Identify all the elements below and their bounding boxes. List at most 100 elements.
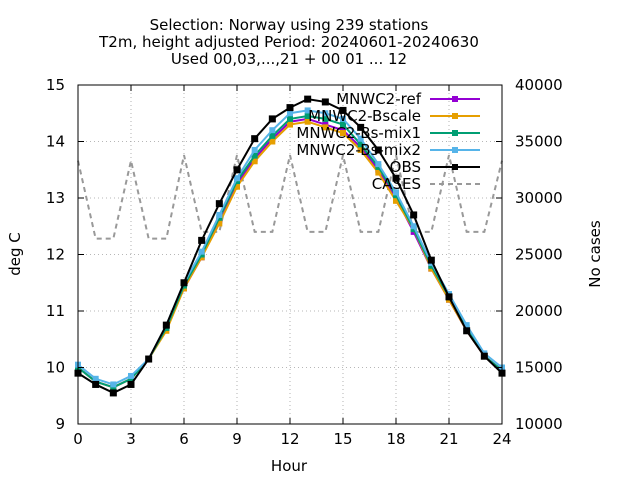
legend-entry: OBS [390,158,480,176]
data-point [357,135,364,142]
cases-line [77,154,503,240]
data-point [216,211,223,218]
legend-marker [452,130,458,136]
series-line [77,98,503,395]
data-point [234,183,240,190]
y2-tick-label: 40000 [515,76,563,94]
data-point [127,380,135,388]
y2-tick-label: 20000 [515,302,563,320]
chart-title-line-1: Selection: Norway using 239 stations [150,16,429,34]
x-tick-label: 21 [439,430,458,448]
data-point [410,223,417,230]
data-point [109,389,117,397]
x-tick-label: 15 [333,430,352,448]
data-point [92,375,99,382]
data-point [287,121,293,128]
data-point [322,115,329,122]
x-axis-label: Hour [271,457,308,475]
y-tick-label: 14 [46,133,65,151]
chart-title: Selection: Norway using 239 stations T2m… [98,16,479,68]
x-tick-label: 18 [386,430,405,448]
grid-lines [78,85,502,424]
y-tick-label: 9 [55,415,65,433]
data-point [393,189,399,196]
data-point [269,132,276,139]
data-point [463,327,471,335]
y2-tick-label: 30000 [515,189,563,207]
data-point [128,372,134,379]
x-tick-label: 9 [232,430,242,448]
data-point [427,256,435,264]
data-point [375,161,382,168]
data-point [251,158,258,165]
y2-tick-label: 15000 [515,359,563,377]
data-point [340,115,346,122]
axis-ticks: 0 3 6 9 12 15 18 21 24 9 10 11 12 13 14 15 10000 15000 200… [46,76,563,448]
chart-title-line-3: Used 00,03,...,21 + 00 01 ... 12 [171,50,407,68]
legend-label: MNWC2-Bs-mix2 [296,141,421,159]
chart-title-line-2: T2m, height adjusted Period: 20240601-20… [98,33,479,51]
data-series [74,95,506,397]
data-point [304,118,311,125]
data-point [215,200,223,208]
legend-entry: MNWC2-Bs-mix2 [296,141,480,159]
legend-marker [452,147,458,153]
x-tick-label: 12 [280,430,299,448]
data-point [392,174,400,182]
legend-entry: MNWC2-ref [336,90,480,108]
y2-tick-label: 25000 [515,246,563,264]
y-tick-label: 13 [46,189,65,207]
data-point [339,106,347,114]
data-point [287,115,293,122]
legend-label: MNWC2-ref [336,90,421,108]
data-point [198,248,205,255]
series-obs [74,95,506,397]
data-point [463,322,470,329]
y-tick-label: 12 [46,246,65,264]
legend-label: MNWC2-Bs-mix1 [296,124,421,142]
legend-marker [452,164,458,170]
legend-entry: CASES [372,175,480,193]
data-point [162,321,170,329]
y2-tick-label: 10000 [515,415,563,433]
data-point [251,152,258,159]
data-point [445,293,453,301]
legend-entry: MNWC2-Bscale [308,107,480,125]
y-tick-label: 15 [46,76,65,94]
data-point [269,138,276,145]
data-point [410,211,418,219]
data-point [340,121,346,128]
x-tick-label: 3 [126,430,136,448]
data-point [180,279,188,287]
data-point [269,127,276,134]
data-point [357,141,364,148]
data-point [251,135,259,143]
data-point [393,197,399,204]
data-point [357,146,364,153]
y-axis-label: deg C [6,232,24,276]
data-point [110,381,117,388]
data-point [234,175,240,182]
y2-axis-label: No cases [586,220,604,288]
data-point [198,236,206,244]
x-tick-label: 6 [179,430,189,448]
legend-marker [452,96,458,102]
y2-tick-label: 35000 [515,133,563,151]
data-point [480,352,488,360]
data-point [322,124,329,131]
data-point [145,355,153,363]
series-mnwc2-bs-mix1 [75,113,505,391]
legend-label: MNWC2-Bscale [308,107,421,125]
data-point [233,166,241,174]
legend-label: CASES [372,175,421,193]
data-point [322,110,329,117]
cases-series [77,154,503,240]
series-line [77,109,503,386]
data-point [357,123,365,131]
legend-marker [452,113,458,119]
y-tick-label: 10 [46,359,65,377]
legend: MNWC2-refMNWC2-BscaleMNWC2-Bs-mix1MNWC2-… [296,90,480,193]
data-point [304,95,312,103]
data-point [374,146,382,154]
